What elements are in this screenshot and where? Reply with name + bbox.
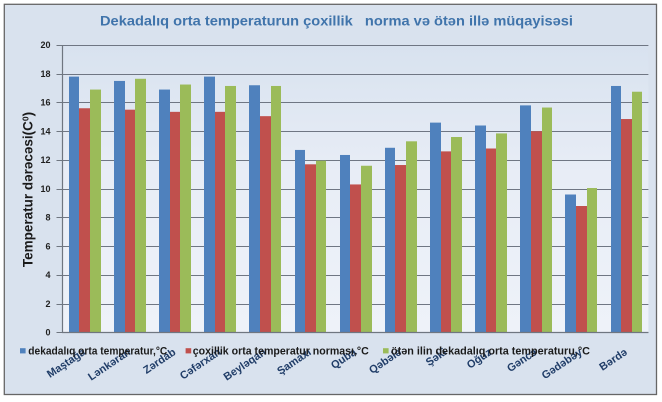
svg-text:16: 16: [40, 98, 50, 108]
svg-text:18: 18: [40, 69, 50, 79]
svg-text:Temperatur dərəcəsi(C0): Temperatur dərəcəsi(C0): [20, 112, 35, 267]
svg-text:8: 8: [45, 213, 50, 223]
svg-text:dekadalıq orta temperatur,°C: dekadalıq orta temperatur,°C: [28, 345, 167, 357]
svg-text:0: 0: [45, 328, 50, 338]
svg-text:14: 14: [40, 126, 50, 136]
svg-text:4: 4: [45, 270, 50, 280]
svg-text:6: 6: [45, 241, 50, 251]
svg-text:çoxillik orta temperatur norma: çoxillik orta temperatur norması,°C: [193, 345, 369, 357]
svg-text:2: 2: [45, 299, 50, 309]
svg-text:12: 12: [40, 155, 50, 165]
svg-text:10: 10: [40, 184, 50, 194]
svg-text:ötən ilin dekadalıq orta tempe: ötən ilin dekadalıq orta temperaturu,°C: [391, 345, 590, 357]
svg-text:20: 20: [40, 40, 50, 50]
svg-text:Dekadalıq orta temperaturun ço: Dekadalıq orta temperaturun çoxillik nor…: [100, 14, 573, 29]
